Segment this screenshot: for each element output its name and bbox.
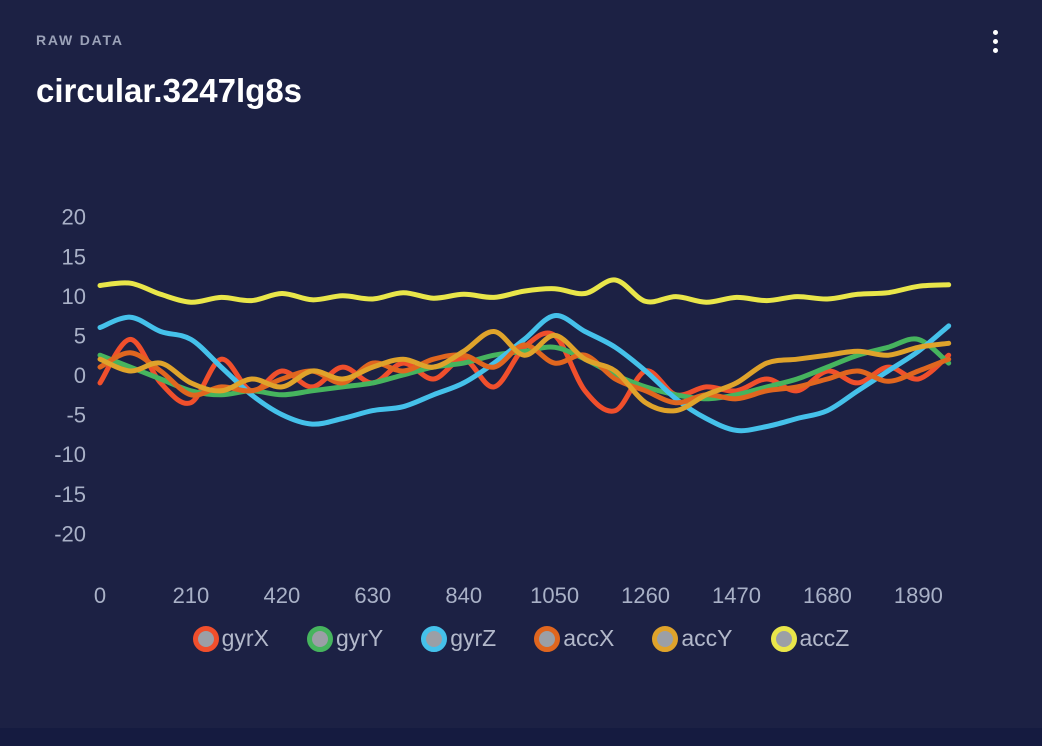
section-eyebrow: RAW DATA (36, 32, 124, 48)
legend-item-accZ[interactable]: accZ (770, 625, 850, 652)
series-line-accZ (97, 277, 952, 305)
x-tick-label: 1050 (530, 583, 579, 608)
chart-area: 20 15 10 5 0 -5 -10 -15 -20 0 210 420 630 840 1050 1260… (36, 165, 1006, 652)
legend-item-gyrX[interactable]: gyrX (192, 625, 269, 652)
legend-marker-gyrZ (421, 625, 448, 652)
y-tick-label: 10 (62, 284, 86, 309)
legend-label-accX: accX (563, 625, 615, 652)
x-tick-label: 1890 (894, 583, 943, 608)
legend-label-gyrY: gyrY (335, 625, 384, 652)
y-tick-label: -15 (54, 482, 86, 507)
legend-item-gyrZ[interactable]: gyrZ (421, 625, 496, 652)
x-tick-label: 420 (264, 583, 301, 608)
page-content: RAW DATA circular.3247lg8s 20 15 10 5 0 -5 -10… (36, 26, 1006, 652)
legend-label-accZ: accZ (799, 625, 850, 652)
y-tick-label: 20 (62, 205, 86, 230)
legend-marker-accY (652, 625, 679, 652)
legend-label-accY: accY (681, 625, 733, 652)
series-line-accY (97, 329, 952, 414)
legend-marker-gyrY (306, 625, 333, 652)
legend-label-gyrX: gyrX (221, 625, 269, 652)
legend-item-accX[interactable]: accX (534, 625, 614, 652)
legend-label-gyrZ: gyrZ (450, 625, 497, 652)
legend-item-accY[interactable]: accY (652, 625, 733, 652)
legend-marker-accX (534, 625, 561, 652)
y-tick-label: -5 (66, 403, 86, 428)
x-tick-label: 1470 (712, 583, 761, 608)
kebab-dot (993, 30, 998, 35)
x-tick-label: 1680 (803, 583, 852, 608)
x-tick-label: 840 (445, 583, 482, 608)
series-line-gyrZ (97, 313, 952, 434)
x-tick-label: 210 (173, 583, 210, 608)
x-tick-label: 1260 (621, 583, 670, 608)
x-tick-label: 630 (354, 583, 391, 608)
page-title: circular.3247lg8s (36, 72, 303, 109)
series-line-accX (97, 342, 952, 406)
y-tick-label: -20 (54, 522, 86, 547)
x-axis-tick-labels: 0 210 420 630 840 1050 1260 1470 1680 1890 (94, 583, 943, 608)
legend-item-gyrY[interactable]: gyrY (306, 625, 384, 652)
kebab-menu-icon[interactable] (985, 26, 1006, 57)
chart-legend: gyrX gyrY gyrZ accX accY accZ (36, 625, 1006, 652)
y-axis-tick-labels: 20 15 10 5 0 -5 -10 -15 -20 (54, 205, 86, 547)
y-tick-label: 0 (74, 363, 86, 388)
y-tick-label: 5 (74, 324, 86, 349)
kebab-dot (993, 48, 998, 53)
legend-marker-gyrX (192, 625, 219, 652)
header-row: RAW DATA (36, 26, 1006, 57)
y-tick-label: 15 (62, 245, 86, 270)
bottom-bar (0, 728, 1042, 746)
x-tick-label: 0 (94, 583, 106, 608)
legend-marker-accZ (770, 625, 797, 652)
kebab-dot (993, 39, 998, 44)
y-tick-label: -10 (54, 442, 86, 467)
